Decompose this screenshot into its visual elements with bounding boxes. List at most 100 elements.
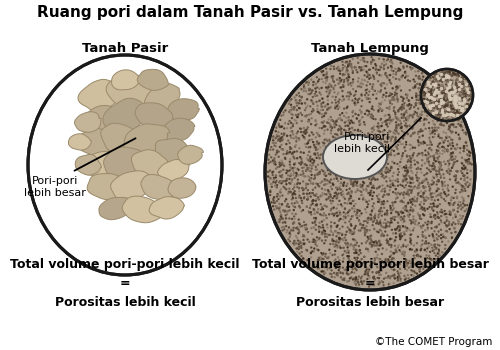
Point — [449, 116, 457, 121]
Point — [365, 109, 373, 114]
Point — [282, 151, 290, 156]
Point — [302, 174, 310, 179]
Point — [356, 208, 364, 213]
Point — [333, 156, 341, 162]
Point — [456, 85, 464, 91]
Point — [402, 173, 410, 178]
Point — [370, 275, 378, 281]
Point — [356, 175, 364, 181]
Point — [335, 139, 343, 144]
Point — [320, 142, 328, 148]
Point — [320, 231, 328, 237]
Point — [383, 236, 391, 242]
Point — [350, 180, 358, 186]
Point — [408, 65, 416, 71]
Point — [292, 198, 300, 204]
Point — [446, 168, 454, 174]
Point — [362, 224, 370, 229]
Point — [402, 168, 410, 174]
Point — [437, 232, 445, 238]
Point — [362, 268, 370, 274]
Point — [273, 132, 281, 138]
Point — [426, 163, 434, 168]
Point — [442, 135, 450, 141]
Point — [410, 243, 418, 248]
Point — [340, 210, 347, 215]
Point — [292, 225, 300, 231]
Point — [436, 122, 444, 127]
Point — [432, 110, 440, 116]
Point — [464, 86, 471, 92]
Point — [301, 141, 309, 147]
Point — [377, 242, 385, 248]
Point — [438, 112, 446, 118]
Point — [409, 180, 417, 186]
Point — [452, 72, 460, 77]
Point — [318, 112, 326, 117]
Point — [442, 93, 450, 98]
Point — [328, 238, 336, 244]
Point — [430, 134, 438, 140]
Point — [421, 81, 429, 86]
Point — [364, 266, 372, 272]
Point — [282, 216, 290, 221]
Point — [452, 154, 460, 160]
Point — [314, 183, 322, 188]
Point — [420, 89, 428, 95]
Point — [374, 230, 382, 235]
Point — [344, 201, 351, 206]
Point — [453, 142, 461, 147]
Point — [288, 97, 296, 102]
Point — [438, 167, 446, 173]
Point — [325, 141, 333, 147]
Point — [426, 145, 434, 151]
Point — [406, 133, 414, 139]
Point — [392, 248, 400, 254]
Point — [324, 225, 332, 230]
Point — [378, 209, 386, 214]
Point — [350, 170, 358, 176]
Point — [362, 172, 370, 178]
Point — [437, 227, 445, 233]
Point — [440, 159, 448, 164]
Point — [431, 101, 439, 107]
Point — [438, 86, 446, 92]
Point — [368, 209, 376, 214]
Point — [299, 207, 307, 213]
Point — [301, 107, 309, 113]
Point — [387, 218, 395, 224]
Point — [352, 89, 360, 94]
Point — [272, 204, 280, 209]
Point — [364, 269, 372, 274]
Point — [344, 173, 352, 179]
Point — [324, 254, 332, 260]
Point — [330, 168, 338, 174]
Point — [382, 112, 390, 118]
Point — [326, 265, 334, 271]
Point — [402, 176, 410, 182]
Point — [425, 146, 433, 151]
Point — [439, 85, 447, 91]
Point — [386, 168, 394, 173]
Point — [458, 92, 466, 98]
Point — [421, 90, 429, 96]
Point — [448, 90, 456, 95]
Point — [326, 241, 334, 247]
Point — [388, 119, 396, 124]
Point — [312, 222, 320, 228]
Point — [438, 84, 446, 90]
Point — [416, 112, 424, 117]
Point — [428, 104, 436, 110]
Point — [325, 171, 333, 177]
Point — [374, 148, 382, 154]
Point — [378, 108, 386, 114]
Point — [429, 83, 437, 89]
Point — [293, 225, 301, 230]
Point — [326, 88, 334, 93]
Point — [362, 63, 370, 69]
Point — [422, 176, 430, 181]
Point — [278, 181, 285, 186]
Point — [356, 84, 364, 89]
Point — [372, 152, 380, 158]
Point — [395, 224, 403, 230]
